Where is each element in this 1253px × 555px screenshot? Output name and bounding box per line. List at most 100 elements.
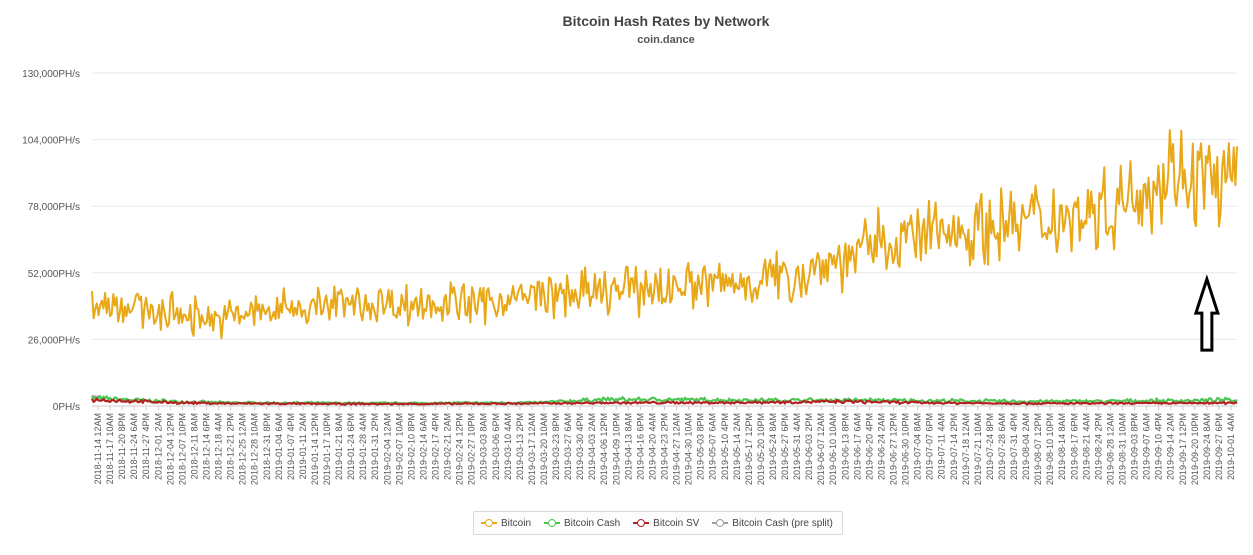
x-axis-ticks: 2018-11-14 12AM 2018-11-17 10AM 2018-11-20… xyxy=(93,406,1236,485)
x-tick-label: 2019-09-07 6AM xyxy=(1142,413,1152,480)
x-tick-label: 2019-07-14 2PM xyxy=(949,413,959,480)
x-tick-label: 2019-03-30 4PM xyxy=(575,413,585,480)
x-tick-label: 2018-12-01 2AM xyxy=(153,413,163,480)
x-tick-label: 2018-11-20 8PM xyxy=(117,413,127,479)
x-tick-label: 2019-05-03 8PM xyxy=(696,413,706,480)
x-tick-label: 2019-01-17 10PM xyxy=(322,413,332,485)
x-tick-label: 2019-03-20 10AM xyxy=(539,413,549,485)
x-tick-label: 2019-03-27 6AM xyxy=(563,413,573,480)
x-tick-label: 2018-12-28 10AM xyxy=(250,413,260,485)
legend-label: Bitcoin xyxy=(501,517,532,529)
legend-swatch-icon xyxy=(712,518,729,528)
series-line-bitcoin[interactable] xyxy=(91,129,1238,340)
x-tick-label: 2019-08-28 12AM xyxy=(1105,413,1115,485)
x-tick-label: 2019-07-21 10AM xyxy=(973,413,983,485)
x-tick-label: 2019-07-24 8PM xyxy=(985,413,995,480)
x-tick-label: 2019-08-04 2AM xyxy=(1021,413,1031,480)
x-tick-label: 2019-05-31 4AM xyxy=(792,413,802,480)
x-tick-label: 2019-07-18 12AM xyxy=(961,413,971,485)
x-tick-label: 2019-05-20 10PM xyxy=(756,413,766,485)
x-tick-label: 2018-12-21 2PM xyxy=(226,413,236,480)
legend-swatch-icon xyxy=(544,518,561,528)
x-tick-label: 2019-09-24 8AM xyxy=(1202,413,1212,480)
gridlines xyxy=(92,72,1237,407)
x-tick-label: 2019-01-24 6PM xyxy=(346,413,356,480)
x-tick-label: 2018-12-11 8AM xyxy=(189,413,199,479)
x-tick-label: 2019-03-17 12AM xyxy=(527,413,537,485)
x-tick-label: 2019-06-27 12PM xyxy=(889,413,899,485)
x-tick-label: 2018-11-14 12AM xyxy=(93,413,103,484)
legend-item-bitcoin-sv[interactable]: Bitcoin SV xyxy=(633,518,699,529)
x-tick-label: 2019-04-30 10AM xyxy=(684,413,694,485)
x-tick-label: 2019-07-04 8AM xyxy=(913,413,923,480)
x-tick-label: 2019-02-04 12AM xyxy=(382,413,392,485)
x-tick-label: 2019-04-09 10PM xyxy=(611,413,621,485)
x-tick-label: 2019-02-24 12PM xyxy=(455,413,465,485)
legend-swatch-icon xyxy=(633,518,650,528)
x-tick-label: 2019-04-13 8AM xyxy=(623,413,633,480)
x-tick-label: 2019-08-24 2PM xyxy=(1093,413,1103,480)
x-tick-label: 2019-09-03 8PM xyxy=(1130,413,1140,480)
x-tick-label: 2019-03-03 8AM xyxy=(479,413,489,480)
x-tick-label: 2019-07-07 6PM xyxy=(925,413,935,480)
x-tick-label: 2019-04-23 2PM xyxy=(660,413,670,480)
x-tick-label: 2019-08-31 10AM xyxy=(1118,413,1128,485)
x-tick-label: 2018-11-17 10AM xyxy=(105,413,115,484)
x-tick-label: 2019-08-21 4AM xyxy=(1081,413,1091,480)
x-tick-label: 2019-08-10 10PM xyxy=(1045,413,1055,485)
x-tick-label: 2019-01-07 4PM xyxy=(286,413,296,480)
legend-item-bitcoin[interactable]: Bitcoin xyxy=(481,518,531,529)
x-tick-label: 2019-03-10 4AM xyxy=(503,413,513,480)
x-tick-label: 2019-05-07 6AM xyxy=(708,413,718,480)
y-tick-label: 26,000PH/s xyxy=(28,335,80,346)
y-tick-label: 78,000PH/s xyxy=(28,202,80,213)
x-tick-label: 2018-12-18 4AM xyxy=(214,413,224,480)
x-tick-label: 2019-07-28 6AM xyxy=(997,413,1007,480)
x-tick-label: 2019-01-14 12PM xyxy=(310,413,320,485)
x-tick-label: 2019-04-16 6PM xyxy=(635,413,645,480)
series-line-bitcoin-sv[interactable] xyxy=(91,397,1238,406)
x-tick-label: 2019-06-24 2AM xyxy=(876,413,886,480)
x-tick-label: 2019-02-27 10PM xyxy=(467,413,477,485)
legend-item-bitcoin-cash-pre-split[interactable]: Bitcoin Cash (pre split) xyxy=(712,518,833,529)
x-tick-label: 2019-01-11 2AM xyxy=(298,413,308,479)
x-tick-label: 2019-02-14 6AM xyxy=(418,413,428,480)
x-tick-label: 2018-12-14 6PM xyxy=(202,413,212,480)
y-tick-label: 0PH/s xyxy=(53,402,80,413)
x-tick-label: 2019-06-07 12AM xyxy=(816,413,826,485)
y-axis-ticks: 0PH/s 26,000PH/s 52,000PH/s 78,000PH/s 104,0… xyxy=(22,69,80,413)
x-tick-label: 2018-12-25 12AM xyxy=(238,413,248,485)
x-tick-label: 2019-05-10 4PM xyxy=(720,413,730,480)
x-tick-label: 2019-04-20 4AM xyxy=(647,413,657,480)
legend-item-bitcoin-cash[interactable]: Bitcoin Cash xyxy=(544,518,620,529)
x-tick-label: 2019-03-13 2PM xyxy=(515,413,525,480)
x-tick-label: 2019-01-04 6AM xyxy=(274,413,284,480)
x-tick-label: 2019-02-17 4PM xyxy=(431,413,441,480)
x-tick-label: 2019-04-06 12PM xyxy=(599,413,609,485)
x-tick-label: 2018-11-24 6AM xyxy=(129,413,139,479)
x-tick-label: 2019-06-17 6AM xyxy=(852,413,862,480)
x-tick-label: 2019-02-07 10AM xyxy=(394,413,404,485)
x-tick-label: 2019-07-11 4AM xyxy=(937,413,947,479)
x-tick-label: 2018-12-04 12PM xyxy=(165,413,175,485)
up-arrow-icon xyxy=(1193,274,1220,352)
chart-title: Bitcoin Hash Rates by Network xyxy=(563,13,770,29)
x-tick-label: 2019-06-30 10PM xyxy=(901,413,911,485)
x-tick-label: 2019-09-17 12PM xyxy=(1178,413,1188,485)
x-tick-label: 2018-12-31 8PM xyxy=(262,413,272,480)
x-tick-label: 2019-05-24 8AM xyxy=(768,413,778,480)
x-tick-label: 2019-06-20 4PM xyxy=(864,413,874,480)
x-tick-label: 2019-09-20 10PM xyxy=(1190,413,1200,485)
legend: Bitcoin Bitcoin Cash Bitcoin SV Bitcoin … xyxy=(473,511,843,535)
x-tick-label: 2018-11-27 4PM xyxy=(141,413,151,479)
x-tick-label: 2019-07-31 4PM xyxy=(1009,413,1019,480)
x-tick-label: 2019-04-27 12AM xyxy=(672,413,682,485)
x-tick-label: 2019-06-10 10AM xyxy=(828,413,838,485)
x-tick-label: 2018-12-07 10PM xyxy=(177,413,187,485)
x-tick-label: 2019-06-13 8PM xyxy=(840,413,850,480)
x-tick-label: 2019-01-28 4AM xyxy=(358,413,368,480)
x-tick-label: 2019-05-14 2AM xyxy=(732,413,742,480)
x-tick-label: 2019-02-10 8PM xyxy=(406,413,416,480)
y-tick-label: 52,000PH/s xyxy=(28,269,80,280)
legend-swatch-icon xyxy=(481,518,497,528)
